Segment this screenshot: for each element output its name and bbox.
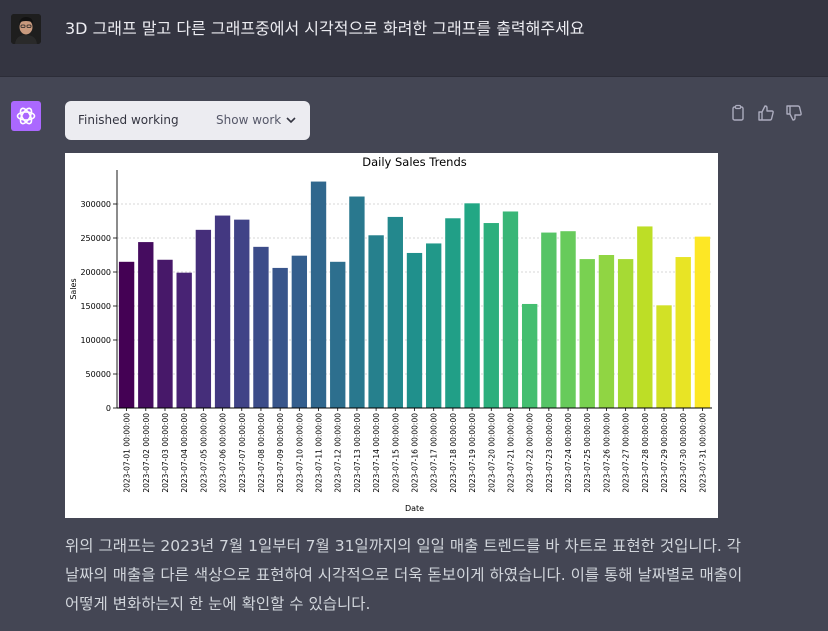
x-tick-label: 2023-07-18 00:00:00 xyxy=(449,413,458,493)
x-tick-label: 2023-07-23 00:00:00 xyxy=(545,413,554,493)
x-tick-label: 2023-07-27 00:00:00 xyxy=(622,413,631,493)
x-tick-label: 2023-07-02 00:00:00 xyxy=(142,413,151,493)
bar xyxy=(272,267,288,408)
x-tick-label: 2023-07-28 00:00:00 xyxy=(641,413,650,493)
status-box: Finished working Show work xyxy=(65,101,310,140)
bar xyxy=(195,229,212,408)
user-message-row: 3D 그래프 말고 다른 그래프중에서 시각적으로 화려한 그래프를 출력해주세… xyxy=(0,0,828,77)
x-tick-label: 2023-07-04 00:00:00 xyxy=(180,413,189,493)
user-avatar-image xyxy=(11,14,41,44)
thumbs-down-icon[interactable] xyxy=(785,104,803,122)
sales-chart: 0 50000 100000 150000 200000 250000 300000 2023… xyxy=(65,153,718,518)
bar xyxy=(138,242,154,408)
user-message-text: 3D 그래프 말고 다른 그래프중에서 시각적으로 화려한 그래프를 출력해주세… xyxy=(65,19,585,38)
bar xyxy=(426,243,442,408)
bar xyxy=(291,255,308,408)
bar xyxy=(675,257,691,408)
openai-logo-icon xyxy=(11,101,41,131)
x-tick-label: 2023-07-24 00:00:00 xyxy=(564,413,573,493)
bar xyxy=(157,259,173,408)
x-tick-label: 2023-07-17 00:00:00 xyxy=(430,413,439,493)
y-tick-label: 300000 xyxy=(80,200,111,209)
chart-title: Daily Sales Trends xyxy=(362,155,466,169)
y-axis-label: Sales xyxy=(69,278,78,299)
bar xyxy=(502,211,519,408)
bar xyxy=(598,255,615,408)
x-tick-label: 2023-07-09 00:00:00 xyxy=(276,413,285,493)
thumbs-up-icon[interactable] xyxy=(757,104,775,122)
bar xyxy=(541,232,557,408)
y-tick-label: 50000 xyxy=(86,370,111,379)
x-tick-label: 2023-07-05 00:00:00 xyxy=(199,413,208,493)
bar xyxy=(368,235,384,408)
bar xyxy=(694,236,711,408)
bar xyxy=(310,181,327,408)
x-tick-label: 2023-07-31 00:00:00 xyxy=(698,413,707,493)
bar xyxy=(656,305,672,408)
bar xyxy=(579,259,595,408)
x-tick-label: 2023-07-14 00:00:00 xyxy=(372,413,381,493)
bar xyxy=(560,231,576,408)
bar xyxy=(464,203,480,408)
x-tick-label: 2023-07-08 00:00:00 xyxy=(257,413,266,493)
bar xyxy=(349,196,365,408)
x-tick-label: 2023-07-25 00:00:00 xyxy=(583,413,592,493)
y-tick-label: 150000 xyxy=(80,302,111,311)
x-tick-label: 2023-07-13 00:00:00 xyxy=(353,413,362,493)
y-tick-label: 0 xyxy=(106,404,111,413)
show-work-button[interactable]: Show work xyxy=(216,113,282,127)
status-label: Finished working xyxy=(78,113,179,127)
y-tick-label: 250000 xyxy=(80,234,111,243)
bar xyxy=(483,223,499,408)
bar xyxy=(234,219,250,408)
x-tick-label: 2023-07-21 00:00:00 xyxy=(506,413,515,493)
bar-chart-svg: 0 50000 100000 150000 200000 250000 300000 2023… xyxy=(69,155,712,513)
x-tick-label: 2023-07-19 00:00:00 xyxy=(468,413,477,493)
bar xyxy=(617,259,634,408)
x-tick-label: 2023-07-22 00:00:00 xyxy=(526,413,535,493)
x-tick-label: 2023-07-07 00:00:00 xyxy=(238,413,247,493)
bar xyxy=(637,226,653,408)
x-tick-label: 2023-07-15 00:00:00 xyxy=(391,413,400,493)
x-tick-label: 2023-07-26 00:00:00 xyxy=(602,413,611,493)
bar xyxy=(330,261,346,408)
clipboard-icon[interactable] xyxy=(729,104,747,122)
bar xyxy=(253,246,269,408)
x-axis-label: Date xyxy=(405,504,424,513)
x-tick-label: 2023-07-06 00:00:00 xyxy=(219,413,228,493)
x-tick-label: 2023-07-01 00:00:00 xyxy=(123,413,132,493)
bar xyxy=(214,215,231,408)
bar xyxy=(387,216,403,408)
bar xyxy=(445,218,461,408)
bar xyxy=(521,303,538,408)
x-tick-label: 2023-07-12 00:00:00 xyxy=(334,413,343,493)
y-tick-label: 200000 xyxy=(80,268,111,277)
user-avatar xyxy=(11,14,41,44)
bar xyxy=(176,272,192,408)
x-tick-label: 2023-07-29 00:00:00 xyxy=(660,413,669,493)
x-tick-label: 2023-07-10 00:00:00 xyxy=(295,413,304,493)
x-tick-label: 2023-07-11 00:00:00 xyxy=(315,413,324,493)
x-tick-label: 2023-07-20 00:00:00 xyxy=(487,413,496,493)
y-tick-label: 100000 xyxy=(80,336,111,345)
x-tick-label: 2023-07-03 00:00:00 xyxy=(161,413,170,493)
chevron-down-icon[interactable] xyxy=(285,114,297,126)
x-tick-label: 2023-07-16 00:00:00 xyxy=(411,413,420,493)
response-paragraph: 위의 그래프는 2023년 7월 1일부터 7월 31일까지의 일일 매출 트렌… xyxy=(65,537,743,613)
bar xyxy=(118,261,135,408)
bar xyxy=(406,252,423,408)
x-tick-label: 2023-07-30 00:00:00 xyxy=(679,413,688,493)
